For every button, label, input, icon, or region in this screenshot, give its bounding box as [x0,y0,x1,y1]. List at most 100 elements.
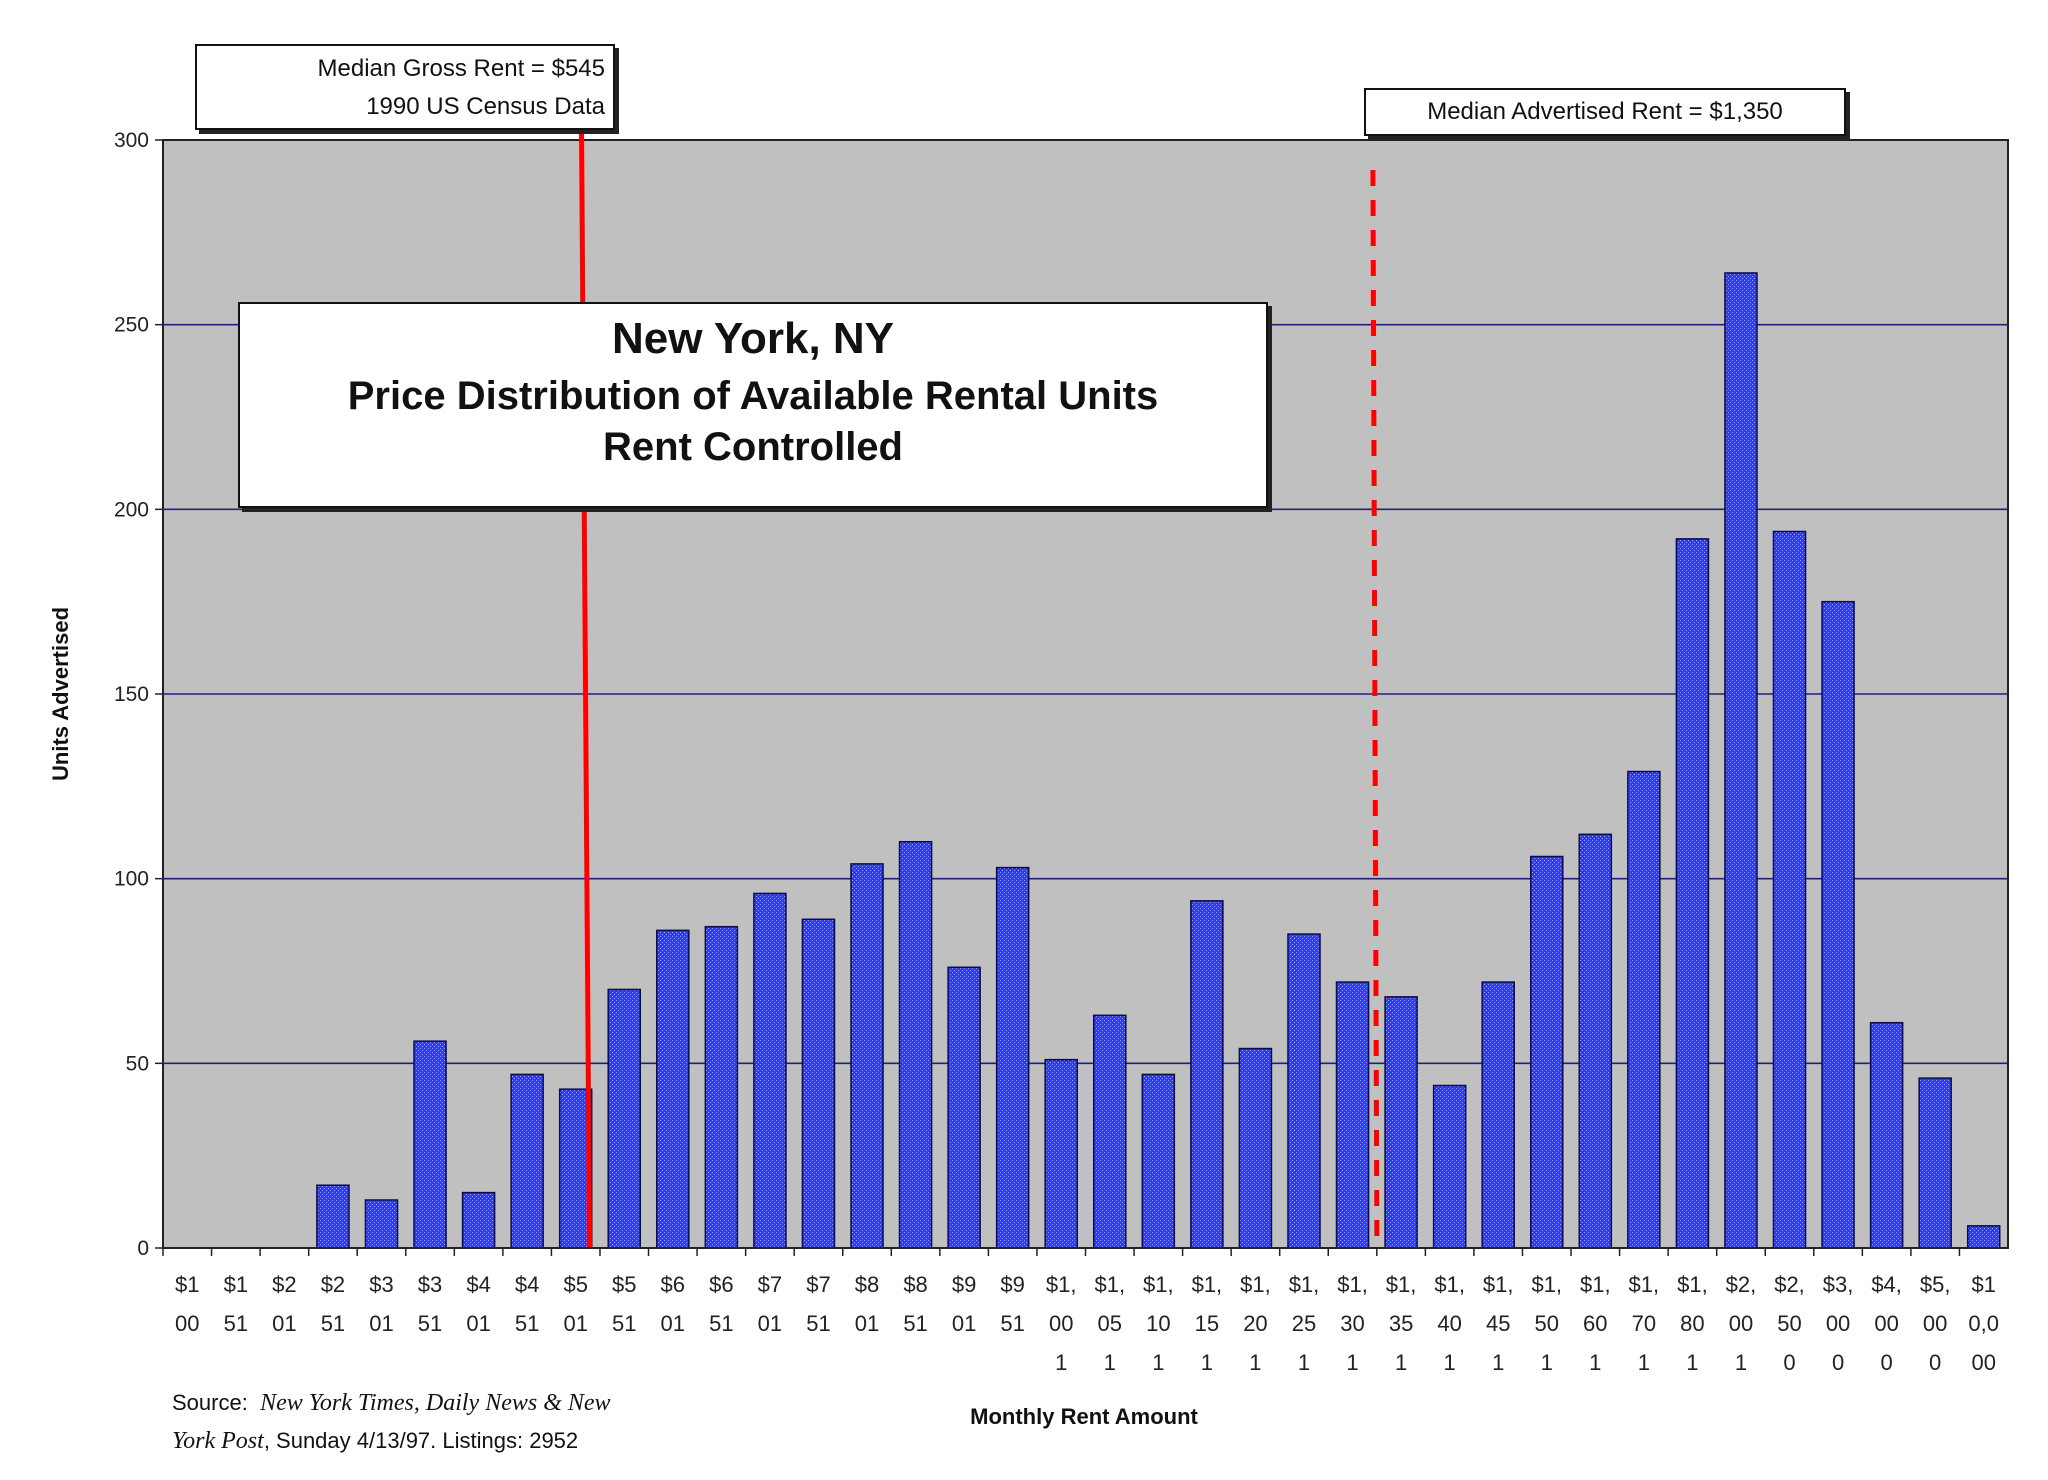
census-data-label: 1990 US Census Data [366,93,605,120]
y-axis: 0 50 100 150 200 250 300 [114,129,163,1260]
x-axis: $1 00 $1 51 $2 01 $2 51 $3 01 $3 51 $4 01 $4 51 $5 01 $5 51… [162,1247,2008,1375]
source-publication-1: New York Times, Daily News & New [260,1390,611,1416]
median-gross-rent-label: Median Gross Rent = $545 [317,55,606,82]
median-advertised-rent-annotation: Median Advertised Rent = $1,350 [1364,88,1846,136]
x-tick-label: $1, 45 1 [1483,1272,1514,1375]
source-line-1: Source: New York Times, Daily News & New [172,1384,611,1422]
bar [1966,1225,2001,1249]
x-tick-label: $1 00 [175,1272,199,1336]
bar [316,1184,350,1249]
x-tick-label: $5 51 [612,1272,636,1336]
y-tick-label: 0 [137,1237,149,1260]
bar [1190,900,1224,1249]
x-tick-label: $7 51 [806,1272,830,1336]
bars [316,272,2001,1249]
x-tick-label: $1, 20 1 [1240,1272,1271,1375]
source-publication-2: York Post [172,1428,264,1454]
x-tick-label: $8 51 [903,1272,927,1336]
x-tick-label: $4 01 [466,1272,490,1336]
x-tick-label: $5, 00 0 [1920,1272,1951,1375]
x-tick-label: $1 51 [224,1272,248,1336]
source-suffix: , Sunday 4/13/97. Listings: 2952 [263,1428,579,1453]
y-tick-label: 250 [114,314,149,337]
x-tick-label: $9 51 [1000,1272,1024,1336]
y-tick-label: 100 [114,868,149,891]
bar [1141,1073,1176,1249]
x-tick-label: $2 01 [272,1272,296,1336]
x-tick-label: $5 01 [563,1272,587,1336]
x-tick-label: $3 51 [418,1272,442,1336]
bar [1627,770,1661,1249]
bar [1529,855,1564,1249]
bar [801,918,836,1249]
x-tick-label: $1, 60 1 [1580,1272,1611,1375]
source-line-2: York Post, Sunday 4/13/97. Listings: 295… [172,1422,611,1460]
x-tick-label: $3, 00 0 [1823,1272,1854,1375]
chart-subtitle: Price Distribution of Available Rental U… [347,374,1159,418]
y-tick-label: 200 [114,498,149,521]
x-tick-label: $1, 30 1 [1337,1272,1368,1375]
x-axis-title: Monthly Rent Amount [970,1404,1198,1429]
bar [1044,1058,1078,1249]
bar [364,1199,399,1249]
x-tick-label: $1, 35 1 [1386,1272,1417,1375]
x-tick-label: $1, 10 1 [1143,1272,1174,1375]
x-tick-label: $1, 00 1 [1046,1272,1077,1375]
bar [704,925,739,1249]
x-tick-label: $1, 40 1 [1434,1272,1465,1375]
x-tick-label: $1, 15 1 [1192,1272,1223,1375]
bar [461,1191,496,1249]
bar [1432,1084,1467,1249]
x-tick-label: $6 01 [661,1272,685,1336]
x-tick-label: $1, 25 1 [1289,1272,1320,1375]
bar [947,966,981,1249]
x-tick-label: $4, 00 0 [1871,1272,1902,1375]
chart-title: New York, NY [611,314,895,363]
x-tick-label: $1, 70 1 [1629,1272,1660,1375]
x-tick-label: $1, 80 1 [1677,1272,1708,1375]
x-tick-label: $8 01 [855,1272,879,1336]
y-axis-title: Units Advertised [48,607,73,781]
x-tick-label: $1, 50 1 [1531,1272,1562,1375]
bar [510,1073,544,1249]
bar [656,929,690,1249]
x-tick-label: $9 01 [952,1272,976,1336]
x-tick-label: $4 51 [515,1272,539,1336]
bar [1772,530,1807,1249]
bar [1675,538,1710,1249]
x-tick-label: $7 01 [758,1272,782,1336]
bar [1093,1014,1127,1249]
y-tick-label: 50 [126,1052,149,1075]
x-tick-label: $6 51 [709,1272,733,1336]
bar [1238,1047,1273,1249]
bar [1869,1021,1904,1249]
bar [850,863,884,1249]
y-tick-label: 300 [114,129,149,152]
x-tick-label: $2, 00 1 [1726,1272,1757,1375]
x-tick-label: $2 51 [321,1272,345,1336]
chart-subtitle-2: Rent Controlled [603,425,903,469]
median-gross-rent-annotation: Median Gross Rent = $545 1990 US Census … [195,44,615,130]
bar [1335,981,1370,1249]
bar [898,840,933,1249]
bar [1918,1077,1952,1249]
chart-title-box: New York, NY Price Distribution of Avail… [238,302,1268,508]
bar [1821,600,1855,1249]
bar [1481,981,1515,1249]
bar [1287,933,1321,1249]
source-prefix: Source: [172,1390,248,1415]
x-tick-label: $1 0,0 00 [1968,1272,1999,1375]
bar [1724,272,1758,1249]
bar [413,1040,447,1249]
source-note: Source: New York Times, Daily News & New… [172,1384,611,1460]
x-tick-label: $2, 50 0 [1774,1272,1805,1375]
x-tick-label: $1, 05 1 [1094,1272,1125,1375]
x-tick-label: $3 01 [369,1272,393,1336]
bar [1384,996,1418,1249]
median-advertised-rent-label: Median Advertised Rent = $1,350 [1427,98,1783,125]
bar [607,988,642,1249]
y-tick-label: 150 [114,683,149,706]
bar [995,866,1030,1249]
bar [1578,833,1613,1249]
